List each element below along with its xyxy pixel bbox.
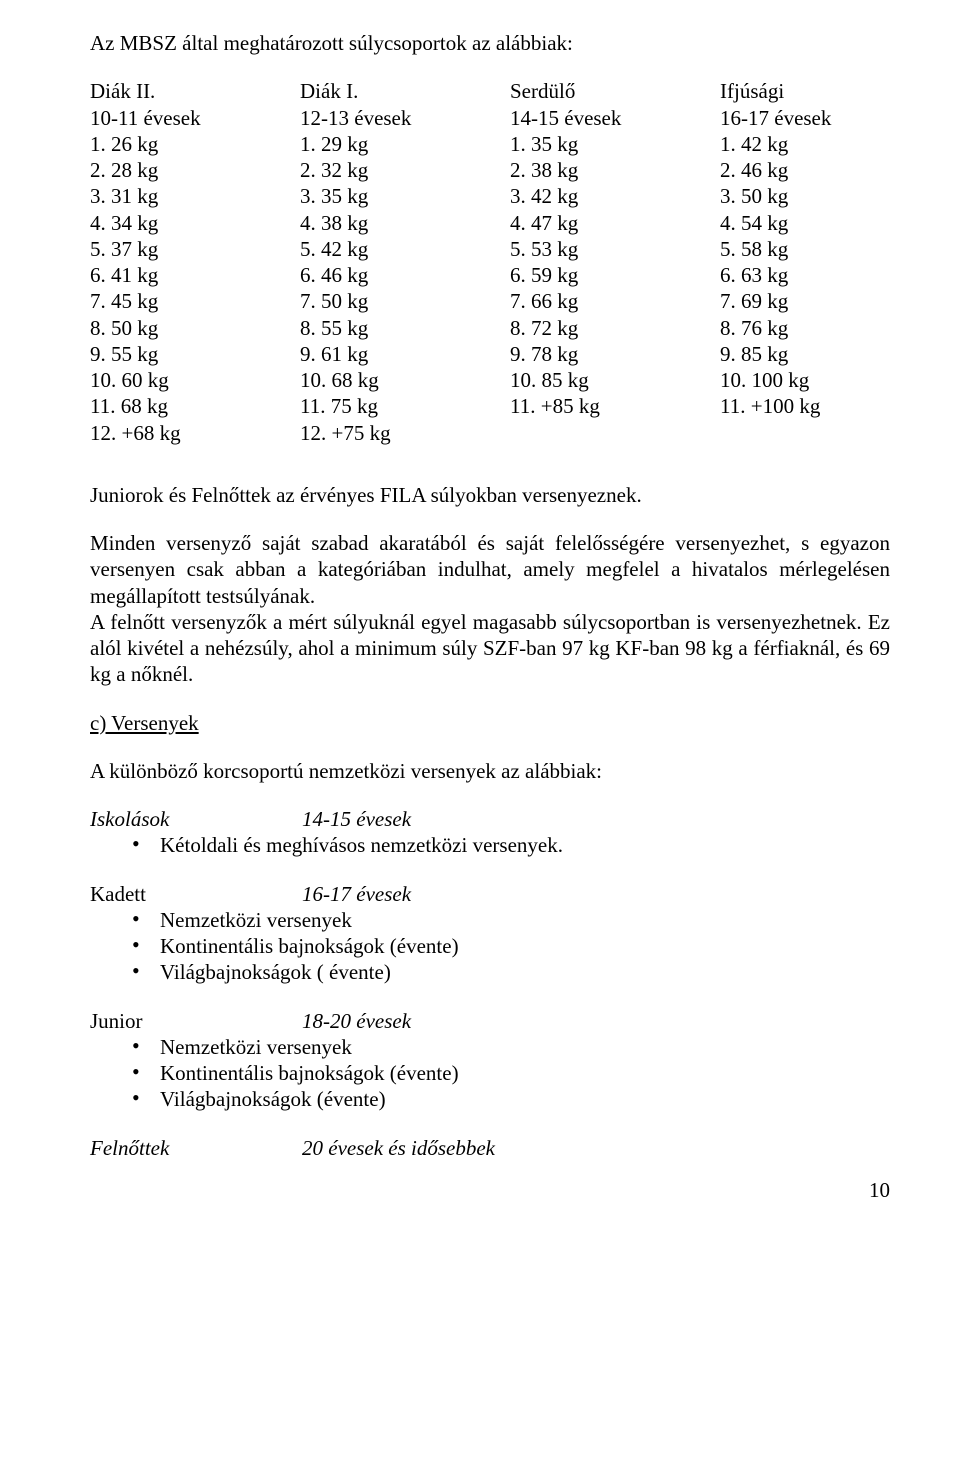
weight-row: 6. 41 kg [90, 262, 300, 288]
weight-row: 9. 55 kg [90, 341, 300, 367]
weight-row: 10. 100 kg [720, 367, 900, 393]
list-item: Kontinentális bajnokságok (évente) [132, 933, 890, 959]
iskolasok-label: Iskolások [90, 806, 302, 832]
weight-col-diak2: Diák II. 10-11 évesek 1. 26 kg 2. 28 kg … [90, 78, 300, 446]
col-title: Serdülő [510, 78, 720, 104]
weight-row: 9. 61 kg [300, 341, 510, 367]
weight-row: 6. 63 kg [720, 262, 900, 288]
weight-col-serdulo: Serdülő 14-15 évesek 1. 35 kg 2. 38 kg 3… [510, 78, 720, 446]
weight-row: 10. 85 kg [510, 367, 720, 393]
weight-row: 3. 31 kg [90, 183, 300, 209]
weight-row: 9. 78 kg [510, 341, 720, 367]
weight-row: 10. 68 kg [300, 367, 510, 393]
kadett-label: Kadett [90, 881, 302, 907]
weight-row: 6. 46 kg [300, 262, 510, 288]
weight-row: 11. +85 kg [510, 393, 720, 419]
junior-list: Nemzetközi versenyek Kontinentális bajno… [90, 1034, 890, 1113]
list-item: Kontinentális bajnokságok (évente) [132, 1060, 890, 1086]
col-title: Ifjúsági [720, 78, 900, 104]
page-number: 10 [90, 1177, 890, 1203]
col-title: Diák I. [300, 78, 510, 104]
iskolasok-row: Iskolások 14-15 évesek [90, 806, 890, 832]
weight-row: 7. 50 kg [300, 288, 510, 314]
section-c-heading: c) Versenyek [90, 710, 890, 736]
weight-row: 8. 55 kg [300, 315, 510, 341]
weight-col-ifjusagi: Ifjúsági 16-17 évesek 1. 42 kg 2. 46 kg … [720, 78, 900, 446]
junior-label: Junior [90, 1008, 302, 1034]
paragraph-competitions: A különböző korcsoportú nemzetközi verse… [90, 758, 890, 784]
weight-row: 4. 38 kg [300, 210, 510, 236]
junior-age: 18-20 évesek [302, 1008, 411, 1034]
weight-row: 7. 69 kg [720, 288, 900, 314]
weight-row: 1. 26 kg [90, 131, 300, 157]
list-item: Kétoldali és meghívásos nemzetközi verse… [132, 832, 890, 858]
weight-row: 4. 34 kg [90, 210, 300, 236]
kadett-age: 16-17 évesek [302, 881, 411, 907]
felnottek-label: Felnőttek [90, 1135, 302, 1161]
weight-row: 12. +68 kg [90, 420, 300, 446]
weight-row: 6. 59 kg [510, 262, 720, 288]
intro-text: Az MBSZ által meghatározott súlycsoporto… [90, 30, 890, 56]
col-age: 14-15 évesek [510, 105, 720, 131]
weight-row: 2. 28 kg [90, 157, 300, 183]
weight-row: 2. 38 kg [510, 157, 720, 183]
paragraph-rules: Minden versenyző saját szabad akaratából… [90, 530, 890, 688]
weight-row: 5. 37 kg [90, 236, 300, 262]
weight-row: 5. 58 kg [720, 236, 900, 262]
para3-text: A felnőtt versenyzők a mért súlyuknál eg… [90, 610, 890, 687]
felnottek-row: Felnőttek 20 évesek és idősebbek [90, 1135, 890, 1161]
weight-row: 7. 66 kg [510, 288, 720, 314]
felnottek-age: 20 évesek és idősebbek [302, 1135, 495, 1161]
weight-row: 1. 42 kg [720, 131, 900, 157]
weight-row: 2. 46 kg [720, 157, 900, 183]
weight-row: 11. 75 kg [300, 393, 510, 419]
weight-row: 11. +100 kg [720, 393, 900, 419]
col-title: Diák II. [90, 78, 300, 104]
weight-categories-table: Diák II. 10-11 évesek 1. 26 kg 2. 28 kg … [90, 78, 890, 446]
weight-row: 10. 60 kg [90, 367, 300, 393]
weight-row: 4. 54 kg [720, 210, 900, 236]
weight-row: 3. 35 kg [300, 183, 510, 209]
list-item: Nemzetközi versenyek [132, 907, 890, 933]
weight-row: 5. 42 kg [300, 236, 510, 262]
list-item: Nemzetközi versenyek [132, 1034, 890, 1060]
col-age: 10-11 évesek [90, 105, 300, 131]
weight-row: 1. 35 kg [510, 131, 720, 157]
weight-row: 8. 72 kg [510, 315, 720, 341]
weight-row: 12. +75 kg [300, 420, 510, 446]
list-item: Világbajnokságok ( évente) [132, 959, 890, 985]
iskolasok-list: Kétoldali és meghívásos nemzetközi verse… [90, 832, 890, 858]
list-item: Világbajnokságok (évente) [132, 1086, 890, 1112]
iskolasok-age: 14-15 évesek [302, 806, 411, 832]
weight-col-diak1: Diák I. 12-13 évesek 1. 29 kg 2. 32 kg 3… [300, 78, 510, 446]
weight-row: 8. 76 kg [720, 315, 900, 341]
weight-row: 8. 50 kg [90, 315, 300, 341]
weight-row: 3. 42 kg [510, 183, 720, 209]
col-age: 12-13 évesek [300, 105, 510, 131]
weight-row: 2. 32 kg [300, 157, 510, 183]
weight-row: 5. 53 kg [510, 236, 720, 262]
weight-row: 7. 45 kg [90, 288, 300, 314]
weight-row: 3. 50 kg [720, 183, 900, 209]
weight-row: 1. 29 kg [300, 131, 510, 157]
weight-row: 11. 68 kg [90, 393, 300, 419]
weight-row: 4. 47 kg [510, 210, 720, 236]
col-age: 16-17 évesek [720, 105, 900, 131]
kadett-list: Nemzetközi versenyek Kontinentális bajno… [90, 907, 890, 986]
junior-row: Junior 18-20 évesek [90, 1008, 890, 1034]
paragraph-juniors: Juniorok és Felnőttek az érvényes FILA s… [90, 482, 890, 508]
para2-text: Minden versenyző saját szabad akaratából… [90, 531, 890, 608]
weight-row: 9. 85 kg [720, 341, 900, 367]
kadett-row: Kadett 16-17 évesek [90, 881, 890, 907]
